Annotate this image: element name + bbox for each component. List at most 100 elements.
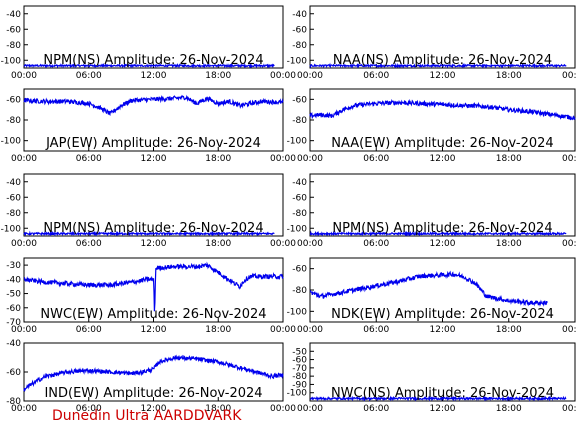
y-tick-label: -60 (6, 368, 21, 378)
chart-panel: -60 -80 -100 00:00 06:00 12:00 18:00 00:00 JAP(E… (1, 88, 296, 164)
x-tick-label: 06:00 (363, 154, 389, 164)
x-tick-label: 00:00 (562, 404, 576, 414)
y-tick-label: -60 (292, 25, 307, 35)
panel-title: IND(EW) Amplitude: 26-Nov-2024 (44, 386, 262, 401)
x-tick-label: 18:00 (496, 154, 522, 164)
y-tick-label: -40 (6, 178, 21, 188)
y-tick-label: -60 (6, 95, 21, 105)
x-tick-label: 00:00 (11, 239, 37, 249)
series-line (23, 354, 284, 393)
x-tick-label: 12:00 (141, 154, 167, 164)
x-tick-label: 06:00 (363, 71, 389, 81)
x-tick-label: 18:00 (205, 239, 231, 249)
y-tick-label: -100 (287, 56, 308, 66)
series-line (23, 261, 284, 312)
y-tick-label: -40 (6, 339, 21, 349)
chart-panel: -50-60-70-80-90-100 00:00 06:00 12:00 18:00 0… (287, 342, 576, 414)
x-tick-label: 00:00 (11, 154, 37, 164)
panel-title: NAA(EW) Amplitude: 26-Nov-2024 (331, 136, 553, 151)
y-tick-label: -60 (6, 25, 21, 35)
y-tick-label: -100 (287, 389, 308, 399)
x-tick-label: 00:00 (297, 325, 323, 335)
y-tick-label: -80 (292, 286, 307, 296)
x-tick-label: 00:00 (562, 239, 576, 249)
x-tick-label: 06:00 (363, 404, 389, 414)
x-tick-label: 12:00 (141, 404, 167, 414)
x-tick-label: 18:00 (205, 325, 231, 335)
x-tick-label: 18:00 (496, 404, 522, 414)
y-tick-label: -50 (6, 290, 21, 300)
y-tick-label: -80 (292, 41, 307, 51)
panel-title: NPM(NS) Amplitude: 26-Nov-2024 (43, 221, 263, 236)
series-line (309, 230, 567, 237)
y-tick-label: -70 (6, 318, 21, 328)
chart-panel: -60 -80 -100 00:00 06:00 12:00 18:00 00:00 NDK(E… (287, 257, 576, 335)
x-tick-label: 00:00 (562, 71, 576, 81)
x-tick-label: 18:00 (496, 71, 522, 81)
y-tick-label: -80 (292, 116, 307, 126)
series-line (23, 62, 275, 69)
chart-panel: -40 -60 -80 -100 00:00 06:00 12:00 18:00 00:00 NP… (1, 173, 296, 249)
x-tick-label: 00:00 (11, 404, 37, 414)
panel-title: NPM(NS) Amplitude: 26-Nov-2024 (43, 53, 263, 68)
x-tick-label: 12:00 (430, 404, 456, 414)
x-tick-label: 00:00 (270, 154, 296, 164)
y-tick-label: -60 (292, 265, 307, 275)
y-tick-label: -80 (292, 209, 307, 219)
series-line (23, 230, 275, 237)
series-line (309, 270, 548, 307)
y-tick-label: -100 (1, 224, 22, 234)
x-tick-label: 00:00 (270, 404, 296, 414)
y-tick-label: -60 (6, 304, 21, 314)
y-tick-label: -90 (292, 380, 307, 390)
x-tick-label: 00:00 (297, 404, 323, 414)
x-tick-label: 00:00 (270, 71, 296, 81)
x-tick-label: 00:00 (562, 325, 576, 335)
x-tick-label: 12:00 (430, 71, 456, 81)
x-tick-label: 12:00 (141, 239, 167, 249)
chart-panel: -40 -60 -80 -100 00:00 06:00 12:00 18:00 00:00 NP… (287, 173, 576, 249)
y-tick-label: -40 (6, 275, 21, 285)
panel-title: NWC(EW) Amplitude: 26-Nov-2024 (40, 307, 266, 322)
y-tick-label: -60 (6, 193, 21, 203)
x-tick-label: 06:00 (76, 325, 102, 335)
y-tick-label: -80 (6, 209, 21, 219)
panel-title: NWC(NS) Amplitude: 26-Nov-2024 (331, 386, 554, 401)
x-tick-label: 00:00 (297, 239, 323, 249)
x-tick-label: 00:00 (11, 325, 37, 335)
chart-panel: -40 -60 -80 -100 00:00 06:00 12:00 18:00 00:00 NA… (287, 5, 576, 81)
panel-title: NAA(NS) Amplitude: 26-Nov-2024 (333, 53, 552, 68)
panel-title: NPM(NS) Amplitude: 26-Nov-2024 (332, 221, 552, 236)
x-tick-label: 18:00 (205, 154, 231, 164)
y-tick-label: -40 (6, 10, 21, 20)
y-tick-label: -80 (6, 397, 21, 407)
panel-title: NDK(EW) Amplitude: 26-Nov-2024 (331, 307, 554, 322)
y-tick-label: -100 (1, 137, 22, 147)
y-tick-label: -100 (1, 56, 22, 66)
y-tick-label: -30 (6, 261, 21, 271)
x-tick-label: 12:00 (430, 325, 456, 335)
x-tick-label: 18:00 (496, 239, 522, 249)
series-line (309, 62, 567, 69)
y-tick-label: -80 (292, 372, 307, 382)
chart-panel: -40 -60 -80 -100 00:00 06:00 12:00 18:00 00:00 NP… (1, 5, 296, 81)
series-line (309, 98, 576, 121)
x-tick-label: 06:00 (76, 404, 102, 414)
panel-title: JAP(EW) Amplitude: 26-Nov-2024 (45, 136, 261, 151)
x-tick-label: 00:00 (270, 325, 296, 335)
station-footer: Dunedin Ultra AARDDVARK (52, 408, 242, 424)
x-tick-label: 06:00 (76, 71, 102, 81)
y-tick-label: -60 (292, 95, 307, 105)
x-tick-label: 06:00 (76, 154, 102, 164)
y-tick-label: -80 (6, 116, 21, 126)
x-tick-label: 12:00 (430, 154, 456, 164)
x-tick-label: 18:00 (496, 325, 522, 335)
chart-panel: -60 -80 -100 00:00 06:00 12:00 18:00 00:00 NAA(E… (287, 88, 576, 164)
x-tick-label: 00:00 (270, 239, 296, 249)
x-tick-label: 00:00 (562, 154, 576, 164)
x-tick-label: 00:00 (297, 71, 323, 81)
x-tick-label: 12:00 (141, 71, 167, 81)
